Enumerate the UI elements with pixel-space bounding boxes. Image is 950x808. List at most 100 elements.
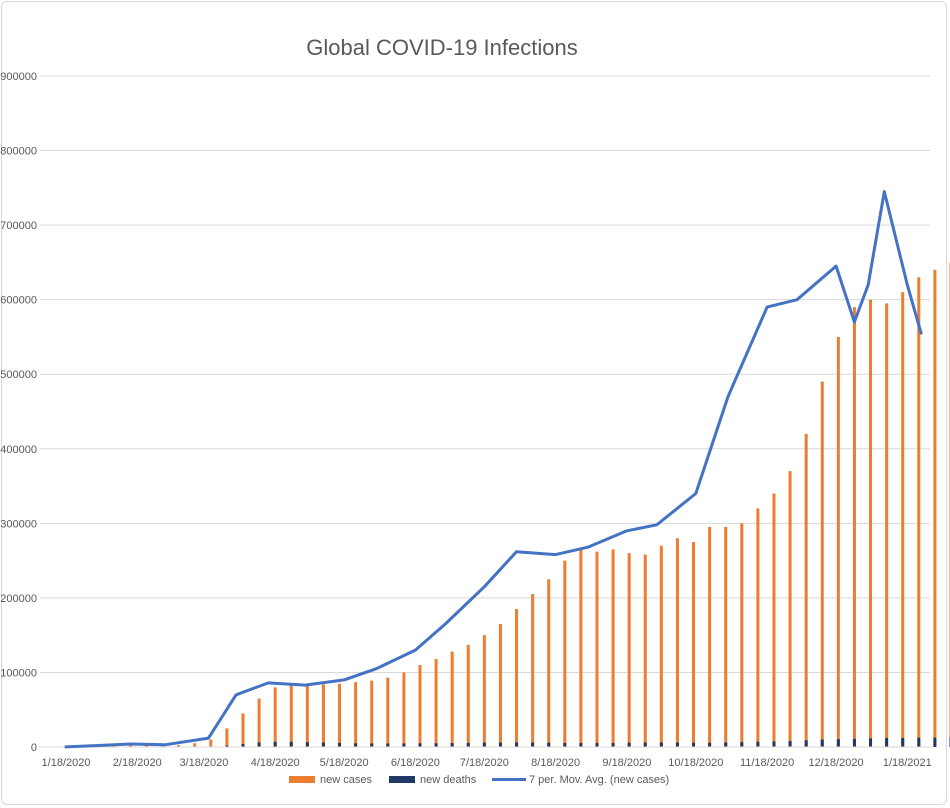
bar-new-deaths: [869, 738, 873, 747]
bar-new-cases: [241, 713, 245, 747]
bar-new-cases: [305, 685, 309, 747]
bar-new-deaths: [289, 741, 293, 747]
bar-new-deaths: [450, 743, 454, 747]
bar-new-cases: [869, 299, 873, 747]
bar-new-cases: [836, 336, 840, 747]
bar-new-deaths: [836, 739, 840, 747]
bar-new-cases: [498, 623, 502, 747]
x-tick-label: 6/18/2020: [391, 757, 440, 769]
bar-new-deaths: [692, 742, 696, 747]
bar-new-deaths: [482, 742, 486, 747]
x-tick-label: 1/18/2020: [42, 757, 91, 769]
bar-new-cases: [209, 739, 213, 747]
x-tick-label: 4/18/2020: [251, 757, 300, 769]
gridlines: [40, 75, 930, 673]
bar-new-cases: [852, 307, 856, 747]
bar-new-cases: [772, 493, 776, 747]
y-tick-label: 300000: [0, 518, 37, 530]
bar-new-deaths: [273, 741, 277, 747]
y-axis-tick-labels: 0 100000 200000 300000 400000 500000 600000 700…: [0, 71, 37, 754]
bar-new-cases: [177, 745, 181, 747]
bar-new-deaths: [418, 743, 422, 747]
bar-new-deaths: [257, 742, 261, 747]
bar-new-cases: [547, 579, 551, 747]
y-tick-label: 0: [31, 742, 37, 754]
y-tick-label: 400000: [0, 444, 37, 456]
bar-new-cases: [289, 683, 293, 747]
bar-new-cases: [418, 664, 422, 747]
bar-new-deaths: [498, 742, 502, 747]
y-tick-label: 500000: [0, 369, 37, 381]
bar-new-deaths: [386, 743, 390, 747]
bar-new-cases: [885, 303, 889, 747]
bar-new-cases: [804, 433, 808, 747]
bar-new-deaths: [724, 742, 728, 747]
bar-new-deaths: [627, 742, 631, 747]
bar-new-cases: [611, 549, 615, 747]
bar-new-cases: [515, 609, 519, 747]
bar-new-deaths: [659, 742, 663, 747]
bar-new-deaths: [901, 738, 905, 747]
bar-new-cases: [531, 594, 535, 747]
bar-new-deaths: [611, 742, 615, 747]
bar-new-deaths: [354, 743, 358, 747]
bar-new-cases: [563, 560, 567, 747]
bar-new-cases: [788, 471, 792, 747]
bar-new-cases: [579, 549, 583, 747]
bar-new-deaths: [788, 741, 792, 747]
bar-new-deaths: [515, 742, 519, 747]
bar-new-cases: [659, 545, 663, 747]
bar-new-deaths: [466, 742, 470, 747]
bar-new-cases: [354, 682, 358, 747]
y-tick-label: 600000: [0, 295, 37, 307]
bar-new-deaths: [321, 742, 325, 747]
bar-new-deaths: [595, 742, 599, 747]
x-tick-label: 2/18/2020: [113, 757, 162, 769]
bar-new-cases: [675, 538, 679, 747]
bar-new-cases: [643, 554, 647, 747]
bars-new-deaths: [80, 737, 950, 747]
bar-new-deaths: [804, 740, 808, 747]
legend: new cases new deaths 7 per. Mov. Avg. (new…: [289, 774, 669, 786]
bar-new-deaths: [756, 741, 760, 747]
bar-new-deaths: [708, 742, 712, 747]
bar-new-deaths: [531, 742, 535, 747]
bar-new-deaths: [740, 742, 744, 747]
bar-new-cases: [434, 659, 438, 747]
legend-swatch: [389, 776, 415, 783]
moving-average-line: [64, 190, 923, 749]
legend-label: new cases: [320, 774, 372, 786]
x-tick-label: 8/18/2020: [531, 757, 580, 769]
x-tick-label: 11/18/2020: [740, 757, 794, 769]
bar-new-deaths: [241, 744, 245, 747]
x-tick-label: 3/18/2020: [179, 757, 228, 769]
bar-new-cases: [450, 651, 454, 747]
bar-new-cases: [595, 551, 599, 747]
bar-new-cases: [901, 292, 905, 747]
bar-new-cases: [482, 635, 486, 747]
bar-new-deaths: [917, 737, 921, 747]
bar-new-cases: [466, 644, 470, 747]
bar-new-cases: [273, 687, 277, 747]
bar-new-cases: [370, 680, 374, 747]
y-tick-label: 100000: [0, 667, 37, 679]
y-tick-label: 800000: [0, 146, 37, 158]
bar-new-deaths: [305, 742, 309, 747]
x-tick-label: 12/18/2020: [809, 757, 864, 769]
x-axis-tick-labels: 1/18/2020 2/18/2020 3/18/2020 4/18/2020 5/18…: [42, 757, 932, 769]
legend-label: 7 per. Mov. Avg. (new cases): [529, 774, 669, 786]
x-tick-label: 9/18/2020: [602, 757, 651, 769]
x-tick-label: 10/18/2020: [668, 757, 723, 769]
bar-new-cases: [128, 744, 132, 747]
bar-new-cases: [257, 698, 261, 747]
bar-new-deaths: [434, 743, 438, 747]
bar-new-cases: [692, 541, 696, 747]
bar-new-deaths: [402, 743, 406, 747]
bar-new-cases: [756, 508, 760, 747]
bar-new-cases: [386, 677, 390, 747]
bar-new-deaths: [370, 743, 374, 747]
bar-new-deaths: [885, 738, 889, 747]
x-tick-label: 5/18/2020: [320, 757, 369, 769]
bar-new-cases: [740, 523, 744, 747]
bar-new-cases: [402, 672, 406, 747]
